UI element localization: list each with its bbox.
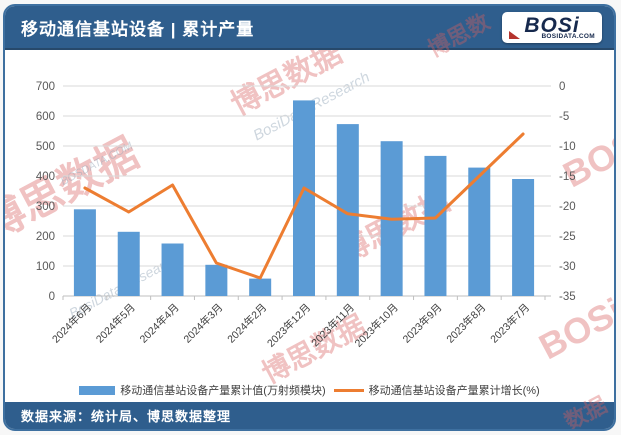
header-bar: 移动通信基站设备 | 累计产量 BOSi BOSIDATA.COM bbox=[5, 6, 614, 50]
y-axis-right-label: -15 bbox=[559, 171, 576, 183]
trend-line bbox=[83, 132, 525, 280]
bar bbox=[468, 167, 491, 296]
logo-triangle-icon bbox=[509, 30, 520, 39]
line-series-swatch bbox=[333, 388, 364, 392]
bar-series-label: 移动通信基站设备产量累计值(万射频模块) bbox=[120, 385, 326, 397]
y-axis-right-label: -5 bbox=[559, 111, 569, 123]
x-axis-label: 2023年8月 bbox=[444, 301, 489, 346]
legend-item-bar: 移动通信基站设备产量累计值(万射频模块) bbox=[79, 382, 326, 398]
legend-item-line: 移动通信基站设备产量累计增长(%) bbox=[333, 382, 540, 398]
footer-bar: 数据来源：统计局、博思数据整理 bbox=[5, 402, 614, 429]
y-axis-right-label: -25 bbox=[559, 231, 576, 243]
bar bbox=[117, 231, 140, 296]
y-axis-left-label: 100 bbox=[36, 261, 55, 273]
logo-text: BOSi bbox=[524, 13, 580, 37]
bar bbox=[336, 124, 359, 296]
bar bbox=[205, 264, 228, 296]
x-axis-label: 2024年3月 bbox=[181, 301, 226, 346]
y-axis-left-label: 600 bbox=[36, 111, 55, 123]
y-axis-left-label: 0 bbox=[49, 291, 55, 303]
x-axis-label: 2023年12月 bbox=[264, 301, 313, 350]
bar bbox=[249, 278, 272, 296]
bar bbox=[424, 155, 447, 296]
bosi-logo: BOSi BOSIDATA.COM bbox=[502, 11, 602, 43]
chart-area: 0 100 200 300 400 500 600 700 0 -5 -10 -15 -20 -25 -30… bbox=[5, 50, 614, 378]
y-axis-right-label: -35 bbox=[559, 291, 576, 303]
bar-series-swatch bbox=[79, 385, 116, 395]
chart-legend: 移动通信基站设备产量累计值(万射频模块) 移动通信基站设备产量累计增长(%) bbox=[5, 378, 614, 402]
y-axis-right-label: -20 bbox=[559, 201, 576, 213]
x-axis-label: 2024年4月 bbox=[137, 301, 182, 346]
bar bbox=[161, 243, 184, 296]
x-axis-label: 2023年9月 bbox=[400, 301, 445, 346]
combo-chart: 0 100 200 300 400 500 600 700 0 -5 -10 -15 -20 -25 -30… bbox=[36, 81, 576, 350]
y-axis-right-label: -10 bbox=[559, 141, 576, 153]
bar bbox=[512, 179, 535, 296]
y-axis-right-label: 0 bbox=[559, 81, 565, 93]
y-axis-left-label: 200 bbox=[36, 231, 55, 243]
page-title: 移动通信基站设备 | 累计产量 bbox=[21, 19, 255, 39]
y-axis-left-label: 700 bbox=[36, 81, 55, 93]
x-axis-label: 2024年5月 bbox=[93, 301, 138, 346]
line-series-label: 移动通信基站设备产量累计增长(%) bbox=[368, 385, 540, 397]
y-axis-left-label: 400 bbox=[36, 171, 55, 183]
bar bbox=[73, 209, 96, 296]
x-axis-label: 2024年2月 bbox=[225, 301, 270, 346]
bar bbox=[293, 100, 315, 297]
x-axis-label: 2023年11月 bbox=[309, 301, 357, 349]
y-axis-left-label: 300 bbox=[36, 201, 55, 213]
x-axis-label: 2023年10月 bbox=[352, 301, 401, 350]
bar-series bbox=[73, 100, 535, 297]
logo-subtext: BOSIDATA.COM bbox=[541, 32, 595, 40]
x-axis-label: 2023年7月 bbox=[488, 301, 533, 346]
data-source-text: 数据来源：统计局、博思数据整理 bbox=[21, 409, 232, 424]
x-axis-label: 2024年6月 bbox=[49, 301, 94, 346]
y-axis-right-label: -30 bbox=[559, 261, 576, 273]
y-axis-left-label: 500 bbox=[36, 141, 55, 153]
